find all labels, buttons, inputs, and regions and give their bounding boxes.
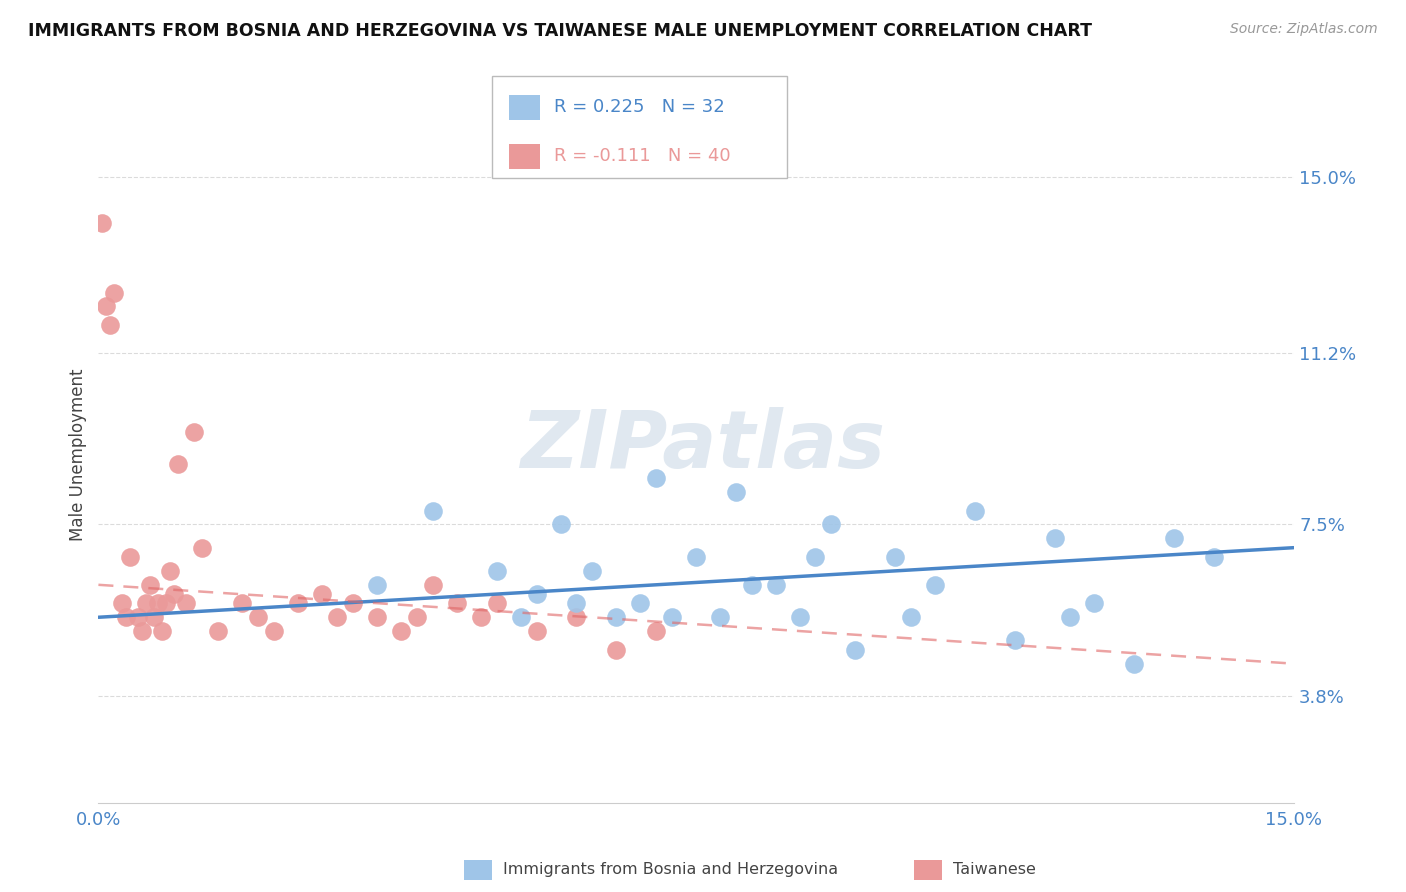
Point <box>422 578 444 592</box>
Point <box>1123 657 1146 671</box>
Point <box>526 587 548 601</box>
Point <box>183 425 205 439</box>
Point <box>148 596 170 610</box>
Y-axis label: Male Unemployment: Male Unemployment <box>69 368 87 541</box>
Point <box>120 549 142 564</box>
Point <box>724 485 747 500</box>
Point <box>685 549 707 564</box>
Point <box>103 285 125 300</box>
Text: R = -0.111   N = 40: R = -0.111 N = 40 <box>554 147 731 165</box>
Point <box>96 300 118 314</box>
Point <box>115 610 138 624</box>
Point <box>127 610 149 624</box>
Point <box>167 457 190 471</box>
Point <box>884 549 907 564</box>
Point <box>924 578 946 592</box>
Point <box>470 610 492 624</box>
Point <box>1004 633 1026 648</box>
Point <box>661 610 683 624</box>
Point <box>820 517 842 532</box>
Point <box>155 596 177 610</box>
Point <box>231 596 253 610</box>
Point <box>91 216 114 230</box>
Text: Source: ZipAtlas.com: Source: ZipAtlas.com <box>1230 22 1378 37</box>
Text: Immigrants from Bosnia and Herzegovina: Immigrants from Bosnia and Herzegovina <box>503 863 838 877</box>
Point <box>526 624 548 639</box>
Text: R = 0.225   N = 32: R = 0.225 N = 32 <box>554 98 724 116</box>
Point <box>131 624 153 639</box>
Point <box>550 517 572 532</box>
Point <box>741 578 763 592</box>
Text: Taiwanese: Taiwanese <box>953 863 1036 877</box>
Point <box>287 596 309 610</box>
Point <box>389 624 412 639</box>
Text: IMMIGRANTS FROM BOSNIA AND HERZEGOVINA VS TAIWANESE MALE UNEMPLOYMENT CORRELATIO: IMMIGRANTS FROM BOSNIA AND HERZEGOVINA V… <box>28 22 1092 40</box>
Point <box>406 610 429 624</box>
Point <box>311 587 333 601</box>
Point <box>765 578 787 592</box>
Point <box>1059 610 1081 624</box>
Point <box>163 587 186 601</box>
Point <box>446 596 468 610</box>
Point <box>628 596 651 610</box>
Point <box>605 610 627 624</box>
Point <box>485 596 508 610</box>
Point <box>605 642 627 657</box>
Point <box>159 564 181 578</box>
Point <box>207 624 229 639</box>
Point <box>342 596 364 610</box>
Point <box>191 541 214 555</box>
Point <box>174 596 197 610</box>
Point <box>963 503 986 517</box>
Point <box>1083 596 1105 610</box>
Point <box>485 564 508 578</box>
Point <box>900 610 922 624</box>
Point <box>1043 532 1066 546</box>
Point <box>150 624 173 639</box>
Point <box>366 578 388 592</box>
Point <box>645 471 668 485</box>
Text: ZIPatlas: ZIPatlas <box>520 407 886 485</box>
Point <box>581 564 603 578</box>
Point <box>844 642 866 657</box>
Point <box>1163 532 1185 546</box>
Point <box>789 610 811 624</box>
Point <box>422 503 444 517</box>
Point <box>804 549 827 564</box>
Point <box>246 610 269 624</box>
Point <box>509 610 531 624</box>
Point <box>143 610 166 624</box>
Point <box>135 596 157 610</box>
Point <box>326 610 349 624</box>
Point <box>565 596 588 610</box>
Point <box>98 318 122 332</box>
Point <box>565 610 588 624</box>
Point <box>709 610 731 624</box>
Point <box>645 624 668 639</box>
Point <box>366 610 388 624</box>
Point <box>139 578 162 592</box>
Point <box>111 596 134 610</box>
Point <box>263 624 285 639</box>
Point <box>1202 549 1225 564</box>
